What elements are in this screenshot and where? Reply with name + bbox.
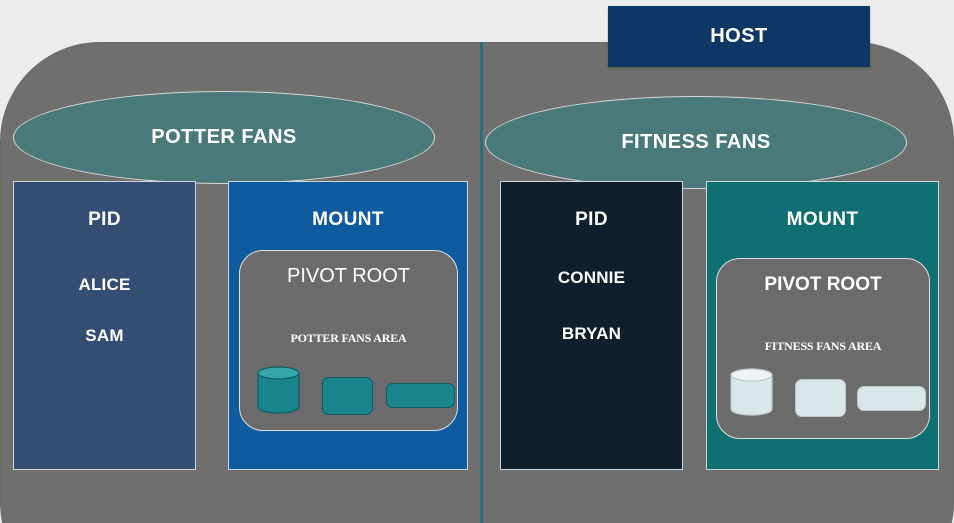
mount-title: MOUNT xyxy=(786,209,859,230)
storage-volume-icon xyxy=(386,383,455,408)
database-cylinder-icon xyxy=(256,365,301,415)
namespace-ellipse-potter-fans: POTTER FANS xyxy=(13,91,435,184)
pivot-root-title: PIVOT ROOT xyxy=(764,274,882,295)
database-cylinder-icon xyxy=(729,367,774,417)
storage-volume-icon xyxy=(857,386,926,411)
pid-title: PID xyxy=(88,209,121,230)
mount-box-left: MOUNT PIVOT ROOT POTTER FANS AREA xyxy=(228,181,468,470)
host-label-text: HOST xyxy=(710,25,768,47)
pid-title: PID xyxy=(575,209,608,230)
host-label: HOST xyxy=(608,6,870,67)
pivot-root-left: PIVOT ROOT POTTER FANS AREA xyxy=(239,250,458,431)
storage-block-icon xyxy=(795,379,846,417)
pid-name-sam: SAM xyxy=(85,326,124,345)
pid-box-left: PID ALICE SAM xyxy=(13,181,196,470)
pid-box-right: PID CONNIE BRYAN xyxy=(500,181,683,470)
pivot-root-right: PIVOT ROOT FITNESS FANS AREA xyxy=(716,258,930,439)
pivot-root-title: PIVOT ROOT xyxy=(287,265,410,287)
namespace-ellipse-fitness-fans: FITNESS FANS xyxy=(485,96,907,189)
pid-name-alice: ALICE xyxy=(78,275,131,294)
storage-block-icon xyxy=(322,377,373,415)
namespace-divider xyxy=(480,42,483,523)
potter-fans-area-label: POTTER FANS AREA xyxy=(290,331,407,345)
namespace-ellipse-label: FITNESS FANS xyxy=(621,131,771,153)
pid-name-connie: CONNIE xyxy=(557,268,626,287)
namespace-ellipse-label: POTTER FANS xyxy=(151,126,297,148)
pid-name-bryan: BRYAN xyxy=(561,324,622,343)
fitness-fans-area-label: FITNESS FANS AREA xyxy=(764,339,882,353)
mount-title: MOUNT xyxy=(312,209,384,230)
mount-box-right: MOUNT PIVOT ROOT FITNESS FANS AREA xyxy=(706,181,939,470)
